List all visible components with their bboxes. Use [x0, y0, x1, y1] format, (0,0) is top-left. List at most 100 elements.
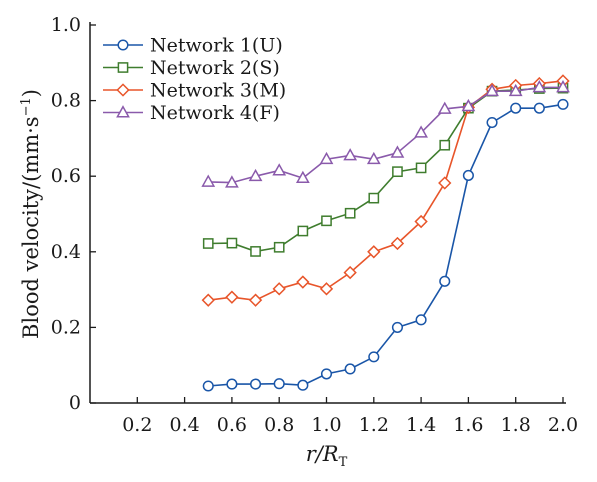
- data-point: [486, 116, 498, 129]
- data-point: [368, 351, 380, 363]
- data-point: [297, 379, 309, 391]
- y-tick-label: 0.4: [51, 241, 81, 263]
- data-point: [272, 282, 286, 296]
- y-tick-label: 0.6: [51, 165, 81, 187]
- legend: Network 1(U)Network 2(S)Network 3(M)Netw…: [103, 35, 286, 124]
- data-point: [390, 145, 405, 158]
- data-point: [321, 215, 332, 227]
- legend-marker: [117, 39, 129, 51]
- legend-label: Network 4(F): [150, 102, 280, 124]
- x-tick-label: 1.0: [311, 414, 341, 436]
- data-point: [532, 80, 547, 93]
- y-tick-label: 0.8: [51, 90, 81, 112]
- y-axis-title-superscript: −1: [19, 97, 34, 116]
- data-point: [366, 151, 381, 165]
- data-point: [508, 83, 523, 97]
- legend-label: Network 1(U): [150, 35, 283, 57]
- legend-marker: [116, 105, 130, 118]
- y-axis-title-main: Blood velocity/(mm·s: [19, 116, 43, 339]
- data-point: [202, 238, 214, 249]
- data-point: [367, 245, 381, 259]
- data-point: [343, 265, 357, 280]
- data-point: [225, 175, 239, 188]
- axes: [89, 22, 566, 404]
- legend-label: Network 3(M): [150, 80, 286, 102]
- y-axis-title-close: ): [19, 89, 43, 97]
- data-point: [439, 139, 451, 151]
- data-point: [272, 163, 287, 176]
- data-point: [319, 282, 334, 296]
- legend-label: Network 2(S): [150, 57, 280, 79]
- series-line: [208, 86, 563, 184]
- x-tick-label: 2.0: [548, 414, 578, 436]
- data-point: [320, 368, 333, 380]
- x-axis-title: r/RT: [306, 442, 348, 470]
- y-axis-title: Blood velocity/(mm·s−1): [19, 89, 43, 339]
- data-point: [226, 237, 238, 249]
- x-tick-label: 1.8: [501, 414, 531, 436]
- x-tick-label: 0.6: [217, 414, 247, 436]
- legend-item: Network 1(U): [103, 35, 283, 57]
- data-point: [510, 102, 522, 114]
- data-point: [273, 378, 285, 390]
- data-point: [368, 192, 380, 204]
- x-ticks: 0.2 0.4 0.6 0.8 1.0 1.2 1.4 1.6 1.8 2.0: [122, 397, 578, 436]
- data-point: [201, 293, 215, 307]
- data-point: [415, 162, 427, 174]
- data-point: [437, 101, 452, 114]
- data-point: [226, 378, 238, 390]
- data-point: [202, 380, 214, 392]
- data-point: [533, 102, 545, 114]
- x-tick-label: 1.6: [453, 414, 483, 436]
- data-point: [248, 293, 263, 307]
- data-point: [415, 314, 427, 326]
- data-point: [248, 168, 263, 182]
- legend-item: Network 4(F): [103, 102, 280, 124]
- data-point: [391, 321, 404, 333]
- series-triangle: [201, 80, 570, 188]
- data-point: [201, 174, 216, 187]
- data-point: [343, 148, 358, 161]
- legend-marker: [117, 62, 129, 73]
- series-line: [208, 103, 564, 387]
- data-point: [250, 246, 261, 257]
- data-point: [461, 98, 476, 112]
- data-point: [462, 169, 474, 181]
- data-point: [439, 275, 451, 287]
- data-point: [557, 98, 569, 110]
- x-tick-label: 0.2: [122, 414, 152, 436]
- x-tick-label: 1.4: [406, 414, 436, 436]
- data-point: [250, 378, 262, 390]
- y-tick-label: 1.0: [51, 14, 81, 36]
- data-point: [296, 275, 310, 289]
- series-layer: [201, 74, 570, 392]
- data-point: [273, 241, 285, 253]
- data-point: [392, 166, 403, 178]
- x-axis-title-subscript: T: [339, 455, 348, 470]
- data-point: [344, 363, 356, 375]
- data-point: [319, 151, 334, 165]
- series-circle: [202, 98, 569, 392]
- data-point: [225, 290, 239, 304]
- x-tick-label: 0.4: [169, 414, 199, 436]
- x-tick-label: 0.8: [264, 414, 294, 436]
- x-axis-title-main: r/R: [306, 442, 339, 466]
- y-tick-label: 0.2: [51, 316, 81, 338]
- x-tick-label: 1.2: [359, 414, 389, 436]
- data-point: [438, 176, 452, 190]
- data-point: [414, 214, 428, 229]
- y-tick-label: 0: [69, 392, 81, 414]
- data-point: [297, 225, 309, 237]
- data-point: [344, 207, 356, 219]
- legend-marker: [116, 83, 130, 97]
- legend-item: Network 3(M): [103, 80, 286, 102]
- y-ticks: 0 0.2 0.4 0.6 0.8 1.0: [51, 14, 96, 414]
- data-point: [414, 125, 428, 138]
- legend-item: Network 2(S): [103, 57, 280, 79]
- data-point: [390, 236, 405, 251]
- series-line: [208, 80, 564, 302]
- data-point: [556, 80, 570, 93]
- data-point: [295, 170, 310, 184]
- data-point: [485, 83, 499, 97]
